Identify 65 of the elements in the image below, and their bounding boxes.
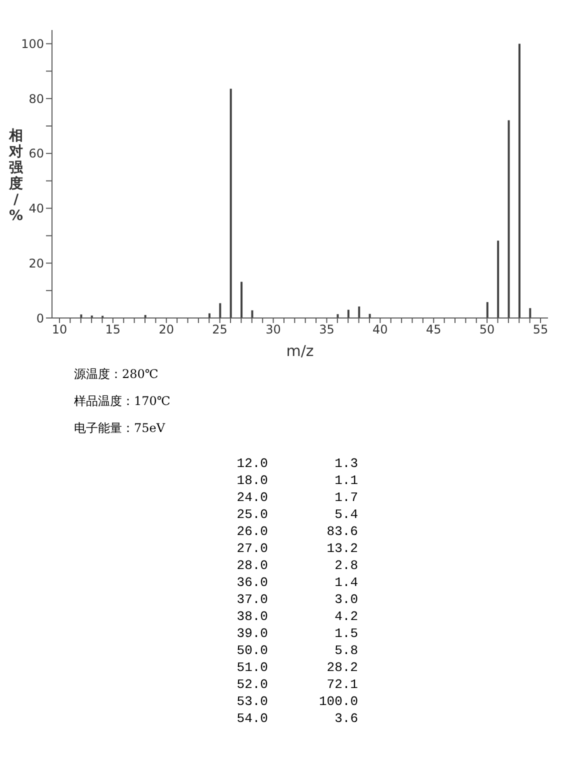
bar (358, 306, 360, 318)
y-tick-label: 60 (28, 146, 44, 161)
bar (219, 303, 222, 318)
text: 3.0 (334, 591, 358, 608)
bar (230, 88, 232, 318)
x-axis-title: m/z (286, 342, 314, 360)
y-tick-label: 40 (28, 202, 44, 216)
x-tick-label: 55 (532, 322, 548, 337)
text: 26.0 (236, 523, 268, 540)
x-tick-label: 10 (52, 322, 68, 337)
bar (486, 302, 488, 318)
text: 5.4 (334, 506, 358, 523)
text: 1.1 (334, 472, 358, 489)
x-tick-label: 45 (426, 322, 442, 337)
bar (240, 282, 243, 318)
text: 13.2 (326, 540, 358, 557)
text: 2.8 (334, 557, 358, 574)
x-tick-label: 30 (266, 322, 281, 337)
text: 54.0 (236, 710, 268, 727)
y-tick-label: 0 (36, 311, 44, 326)
x-tick-label: 50 (479, 322, 495, 337)
bar (251, 310, 254, 318)
bar (497, 240, 500, 318)
text: 51.0 (236, 659, 268, 676)
bar (336, 314, 339, 318)
text: 50.0 (236, 642, 268, 659)
bar (508, 120, 510, 318)
text: 1.4 (334, 574, 358, 591)
x-tick-label: 20 (158, 322, 174, 337)
y-tick-label: 100 (21, 36, 44, 51)
text: 24.0 (236, 489, 268, 506)
text: 39.0 (236, 625, 268, 642)
text: 4.2 (334, 608, 358, 625)
text: 37.0 (236, 591, 268, 608)
text: 源温度：280℃ (74, 366, 160, 383)
text: 28.2 (326, 659, 358, 676)
text: 83.6 (326, 523, 358, 540)
y-tick-label: 20 (28, 256, 44, 270)
bar (529, 308, 532, 318)
y-tick-label: 80 (28, 92, 44, 106)
x-tick-label: 15 (105, 322, 121, 337)
text: 3.6 (334, 710, 358, 727)
text: 1.3 (334, 455, 358, 472)
text: 1.7 (334, 489, 358, 506)
bar (518, 44, 520, 318)
text: 25.0 (236, 506, 268, 523)
text: 12.0 (236, 455, 268, 472)
text: 电子能量：75eV (74, 420, 166, 437)
x-tick-label: 25 (212, 322, 228, 337)
text: 18.0 (236, 472, 268, 489)
text: 样品温度：170℃ (74, 393, 172, 410)
text: 36.0 (236, 574, 268, 591)
text: 1.5 (334, 625, 358, 642)
bar (347, 310, 350, 318)
text: 100.0 (318, 693, 358, 710)
text: 72.1 (326, 676, 358, 693)
x-tick-label: 35 (319, 322, 334, 337)
text: 28.0 (236, 557, 268, 574)
y-axis-title: 相对强度/% (8, 128, 24, 224)
text: 52.0 (236, 676, 268, 693)
text: 53.0 (236, 693, 268, 710)
text: 38.0 (236, 608, 268, 625)
text: 5.8 (334, 642, 358, 659)
x-tick-label: 40 (372, 322, 388, 337)
text: 27.0 (236, 540, 268, 557)
